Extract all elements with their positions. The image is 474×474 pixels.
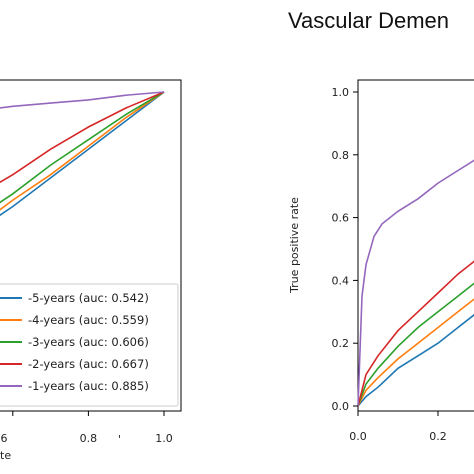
right-x-ticks: 0.0 0.2 — [349, 411, 447, 443]
legend-entry-label: -4-years (auc: 0.559) — [28, 313, 149, 327]
right-x-tick-label: 0.2 — [429, 430, 447, 443]
right-series-line-5-years — [357, 313, 474, 407]
legend-entry-label: -5-years (auc: 0.542) — [28, 291, 149, 305]
right-series-line-2-years — [357, 260, 474, 407]
right-y-tick-label: 0.8 — [332, 149, 350, 162]
left-roc-panel: 6 0.8 1.0 te -5-years (auc: 0.542) -4-years… — [0, 79, 182, 462]
left-x-ticks: 6 0.8 1.0 — [1, 411, 173, 445]
legend-entry-label: -3-years (auc: 0.606) — [28, 335, 149, 349]
legend-entry-label: -1-years (auc: 0.885) — [28, 379, 149, 393]
right-y-tick-label: 0.6 — [332, 212, 350, 225]
left-series-line-3-years — [0, 91, 165, 204]
right-roc-panel: 0.0 0.2 0.4 0.6 0.8 1.0 0.0 0.2 True positive … — [288, 79, 474, 443]
right-x-tick-label: 0.0 — [349, 430, 367, 443]
left-series-group — [0, 91, 165, 217]
left-series-line-5-years — [0, 91, 165, 217]
left-x-tick-label: 1.0 — [155, 432, 173, 445]
right-series-line-3-years — [357, 282, 474, 407]
right-y-tick-label: 0.4 — [332, 274, 350, 287]
right-plot-frame — [357, 79, 474, 412]
right-y-ticks: 0.0 0.2 0.4 0.6 0.8 1.0 — [332, 86, 358, 413]
legend-items: -5-years (auc: 0.542) -4-years (auc: 0.55… — [0, 291, 149, 393]
left-series-line-1-years — [0, 91, 165, 109]
right-y-tick-label: 0.2 — [332, 337, 350, 350]
left-x-tick-label: 6 — [1, 432, 8, 445]
right-y-tick-label: 1.0 — [332, 86, 350, 99]
left-plot-frame — [0, 79, 182, 412]
left-series-line-4-years — [0, 91, 165, 211]
left-x-axis-label: te — [0, 449, 11, 462]
legend-entry-label: -2-years (auc: 0.667) — [28, 357, 149, 371]
right-series-group — [357, 159, 474, 407]
left-series-line-2-years — [0, 91, 165, 184]
right-series-line-1-years — [357, 159, 474, 407]
right-panel-title: Vascular Demen — [288, 8, 449, 33]
right-y-axis-label: True positive rate — [288, 197, 301, 294]
stray-mark: ' — [118, 433, 121, 446]
right-series-line-4-years — [357, 298, 474, 407]
legend: -5-years (auc: 0.542) -4-years (auc: 0.55… — [0, 283, 179, 407]
right-y-tick-label: 0.0 — [332, 400, 350, 413]
left-x-tick-label: 0.8 — [80, 432, 98, 445]
legend-box — [0, 283, 179, 407]
